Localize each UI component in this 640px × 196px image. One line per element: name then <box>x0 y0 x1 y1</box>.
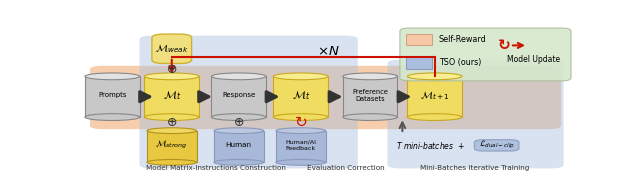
Text: $\mathcal{M}_{t+1}$: $\mathcal{M}_{t+1}$ <box>420 89 450 102</box>
Text: Human: Human <box>226 142 252 148</box>
Ellipse shape <box>343 114 397 121</box>
Text: Prompts: Prompts <box>98 92 127 98</box>
Text: $\mathcal{M}_{weak}$: $\mathcal{M}_{weak}$ <box>155 42 189 55</box>
FancyBboxPatch shape <box>152 34 191 64</box>
FancyBboxPatch shape <box>406 34 432 45</box>
FancyBboxPatch shape <box>474 140 519 151</box>
FancyBboxPatch shape <box>407 76 462 117</box>
FancyBboxPatch shape <box>214 131 264 162</box>
Ellipse shape <box>211 73 266 80</box>
Text: ↻: ↻ <box>498 38 511 53</box>
Text: Evaluation Correction: Evaluation Correction <box>307 165 384 171</box>
Ellipse shape <box>276 160 326 165</box>
Ellipse shape <box>408 73 462 80</box>
FancyBboxPatch shape <box>273 76 328 117</box>
FancyBboxPatch shape <box>388 60 564 168</box>
Text: $\mathcal{M}_t$: $\mathcal{M}_t$ <box>292 89 310 102</box>
Text: Mini-Batches Iterative Training: Mini-Batches Iterative Training <box>420 165 529 171</box>
Ellipse shape <box>273 114 328 121</box>
Ellipse shape <box>85 114 140 121</box>
Ellipse shape <box>211 114 266 121</box>
FancyBboxPatch shape <box>145 76 199 117</box>
Ellipse shape <box>147 128 196 133</box>
Text: ↻: ↻ <box>294 115 307 130</box>
FancyBboxPatch shape <box>140 36 358 168</box>
FancyBboxPatch shape <box>147 131 196 162</box>
Text: $\oplus$: $\oplus$ <box>233 116 244 129</box>
Text: $\times N$: $\times N$ <box>317 45 339 58</box>
Ellipse shape <box>408 114 462 121</box>
Text: Human/AI
Feedback: Human/AI Feedback <box>285 140 316 151</box>
Ellipse shape <box>214 128 264 133</box>
Text: $T$ mini-batches  $+$: $T$ mini-batches $+$ <box>396 140 465 151</box>
FancyBboxPatch shape <box>276 131 326 162</box>
Ellipse shape <box>145 73 199 80</box>
FancyBboxPatch shape <box>90 66 561 129</box>
Text: Model Matrix-Instructions Construction: Model Matrix-Instructions Construction <box>147 165 286 171</box>
Text: Self-Reward: Self-Reward <box>438 35 486 44</box>
FancyBboxPatch shape <box>343 76 397 117</box>
Text: $\oplus$: $\oplus$ <box>166 63 177 76</box>
Ellipse shape <box>145 114 199 121</box>
Text: Model Update: Model Update <box>508 55 561 64</box>
Ellipse shape <box>214 160 264 165</box>
Text: Response: Response <box>222 92 255 98</box>
Ellipse shape <box>276 128 326 133</box>
FancyBboxPatch shape <box>400 28 571 81</box>
FancyBboxPatch shape <box>406 57 432 69</box>
Ellipse shape <box>147 160 196 165</box>
Text: TSO (ours): TSO (ours) <box>438 58 481 67</box>
Text: $\mathcal{M}_{strong}$: $\mathcal{M}_{strong}$ <box>156 139 188 151</box>
Ellipse shape <box>273 73 328 80</box>
Text: $\mathcal{L}_{dual-clip}$: $\mathcal{L}_{dual-clip}$ <box>479 139 515 151</box>
Ellipse shape <box>85 73 140 80</box>
Text: $\oplus$: $\oplus$ <box>166 116 177 129</box>
Text: $\mathcal{M}_t$: $\mathcal{M}_t$ <box>163 89 181 102</box>
Text: Preference
Datasets: Preference Datasets <box>352 89 388 102</box>
FancyBboxPatch shape <box>85 76 140 117</box>
FancyBboxPatch shape <box>211 76 266 117</box>
Ellipse shape <box>343 73 397 80</box>
